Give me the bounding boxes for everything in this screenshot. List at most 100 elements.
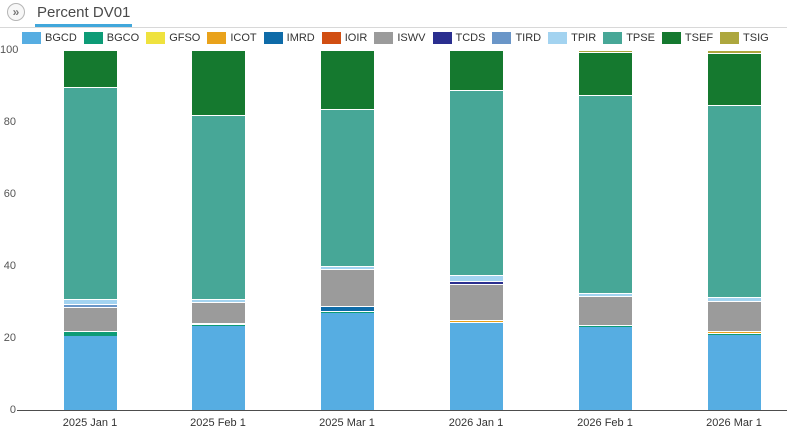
legend-item-bgco[interactable]: BGCO xyxy=(83,32,140,44)
legend-swatch-bgco xyxy=(83,32,103,44)
bar-segment-tpir xyxy=(578,293,632,297)
bar-segment-iswv xyxy=(707,300,761,332)
bar-segment-bgcd xyxy=(449,323,503,410)
bar-segment-tpir xyxy=(449,275,503,282)
bar-segment-tpse xyxy=(63,87,117,300)
bar-segment-tpse xyxy=(578,95,632,294)
legend-label: BGCO xyxy=(106,32,140,44)
bar-segment-bgco xyxy=(320,311,374,314)
y-axis-tick-100: 100 xyxy=(0,44,19,56)
tab-percent-dv01[interactable]: Percent DV01 xyxy=(35,2,133,27)
y-axis-tick-40: 40 xyxy=(3,260,16,272)
legend-item-tsef[interactable]: TSEF xyxy=(661,32,714,44)
legend-item-ioir[interactable]: IOIR xyxy=(321,32,368,44)
legend-item-tpse[interactable]: TPSE xyxy=(603,32,655,44)
bar-segment-imrd xyxy=(320,306,374,312)
legend-label: ISWV xyxy=(397,32,426,44)
legend-item-icot[interactable]: ICOT xyxy=(207,32,257,44)
legend-swatch-tsef xyxy=(661,32,681,44)
legend-label: TPIR xyxy=(571,32,597,44)
legend-label: TSEF xyxy=(684,32,714,44)
legend-swatch-imrd xyxy=(263,32,283,44)
x-axis-label: 2026 Mar 1 xyxy=(706,417,762,429)
y-axis-tick-60: 60 xyxy=(3,188,16,200)
bar-segment-tpse xyxy=(191,115,245,300)
bar-segment-bgcd xyxy=(320,313,374,410)
stacked-bar-2025-mar-1 xyxy=(320,50,374,410)
x-axis-label: 2025 Mar 1 xyxy=(319,417,375,429)
legend: BGCD BGCO GFSO ICOT IMRD IOIR ISWV TCDS TIRD TPIR… xyxy=(22,32,785,44)
legend-label: TCDS xyxy=(455,32,486,44)
bar-segment-tpir xyxy=(191,299,245,303)
bar-segment-tpse xyxy=(707,105,761,298)
bar-segment-icot xyxy=(449,320,503,322)
legend-swatch-gfso xyxy=(146,32,166,44)
legend-label: ICOT xyxy=(230,32,257,44)
bar-segment-tsig xyxy=(707,50,761,53)
bar-segment-iswv xyxy=(578,296,632,326)
bar-segment-icot xyxy=(707,331,761,333)
legend-swatch-ioir xyxy=(321,32,341,44)
legend-item-tpir[interactable]: TPIR xyxy=(548,32,596,44)
bar-segment-tcds xyxy=(449,281,503,284)
bar-segment-bgco xyxy=(449,321,503,324)
bar-segment-bgco xyxy=(63,330,117,336)
bar-segment-bgcd xyxy=(707,335,761,410)
bar-segment-tpir xyxy=(320,265,374,269)
x-axis-label: 2026 Feb 1 xyxy=(577,417,633,429)
legend-item-imrd[interactable]: IMRD xyxy=(263,32,315,44)
legend-label: IMRD xyxy=(286,32,315,44)
bar-segment-bgcd xyxy=(191,326,245,410)
bar-segment-bgco xyxy=(191,323,245,327)
bar-segment-tsig xyxy=(578,50,632,53)
legend-item-tcds[interactable]: TCDS xyxy=(432,32,486,44)
y-axis-tick-0: 0 xyxy=(9,404,16,416)
legend-swatch-tird xyxy=(492,32,512,44)
bar-segment-tsef xyxy=(63,50,117,88)
bar-segment-tpir xyxy=(707,297,761,301)
bar-segment-tpir xyxy=(63,299,117,305)
x-axis-label: 2025 Feb 1 xyxy=(190,417,246,429)
bar-segment-tsef xyxy=(191,50,245,116)
bar-segment-gfso xyxy=(191,322,245,324)
legend-label: BGCD xyxy=(45,32,77,44)
x-axis-label: 2026 Jan 1 xyxy=(448,417,504,429)
legend-item-iswv[interactable]: ISWV xyxy=(374,32,426,44)
bar-segment-tsef xyxy=(707,52,761,106)
legend-item-tsig[interactable]: TSIG xyxy=(720,32,769,44)
legend-item-gfso[interactable]: GFSO xyxy=(146,32,200,44)
bar-segment-tpse xyxy=(320,108,374,266)
bar-segment-tsef xyxy=(449,50,503,91)
legend-label: TSIG xyxy=(743,32,769,44)
bar-segment-bgcd xyxy=(578,327,632,410)
legend-swatch-bgcd xyxy=(22,32,41,44)
bar-segment-tird xyxy=(63,304,117,308)
stacked-bar-2026-mar-1 xyxy=(707,50,761,410)
legend-item-bgcd[interactable]: BGCD xyxy=(22,32,77,44)
bar-segment-iswv xyxy=(320,268,374,307)
expand-panel-icon[interactable]: » xyxy=(7,3,25,21)
y-axis-tick-80: 80 xyxy=(3,116,16,128)
bar-segment-tsef xyxy=(320,50,374,109)
legend-swatch-tpse xyxy=(603,32,623,44)
legend-item-tird[interactable]: TIRD xyxy=(492,32,541,44)
stacked-bar-2026-feb-1 xyxy=(578,50,632,410)
plot-area xyxy=(17,50,787,411)
bar-segment-bgcd xyxy=(63,335,117,410)
legend-label: TIRD xyxy=(515,32,542,44)
stacked-bar-2025-feb-1 xyxy=(191,50,245,410)
bar-segment-bgco xyxy=(707,332,761,336)
legend-swatch-tpir xyxy=(548,32,568,44)
bar-segment-tpse xyxy=(449,90,503,276)
stacked-bar-2025-jan-1 xyxy=(63,50,117,410)
bar-segment-bgco xyxy=(578,325,632,328)
bar-segment-tsef xyxy=(578,52,632,96)
legend-label: TPSE xyxy=(626,32,655,44)
stacked-bar-2026-jan-1 xyxy=(449,50,503,410)
header: » Percent DV01 xyxy=(0,0,787,28)
legend-swatch-iswv xyxy=(374,32,394,44)
legend-label: IOIR xyxy=(344,32,368,44)
x-axis-label: 2025 Jan 1 xyxy=(62,417,118,429)
